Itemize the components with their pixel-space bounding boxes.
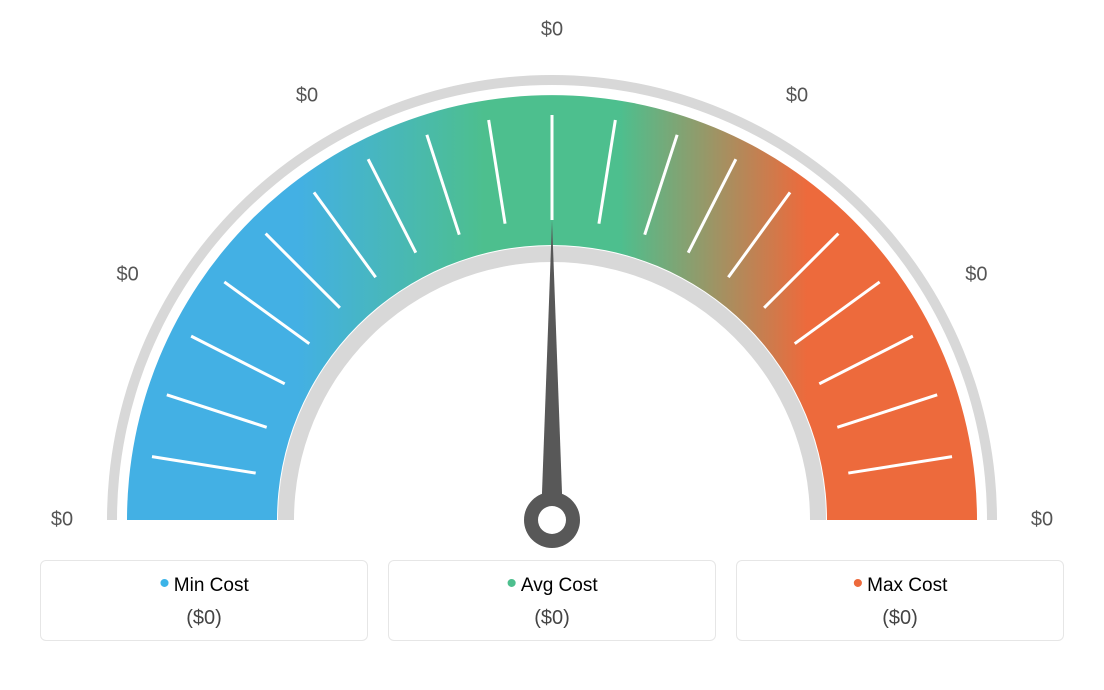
legend-value-avg: ($0) [389,607,715,630]
legend-row: •Min Cost ($0) •Avg Cost ($0) •Max Cost … [0,560,1104,641]
legend-value-max: ($0) [737,607,1063,630]
legend-value-min: ($0) [41,607,367,630]
gauge: $0 $0 $0 $0 $0 $0 $0 [0,0,1104,560]
gauge-tick-label: $0 [965,264,987,287]
legend-title-max: •Max Cost [737,575,1063,597]
legend-title-min: •Min Cost [41,575,367,597]
legend-name: Min Cost [174,575,249,596]
legend-title-avg: •Avg Cost [389,575,715,597]
gauge-tick-label: $0 [786,84,808,107]
gauge-tick-label: $0 [1031,509,1053,532]
legend-name: Max Cost [867,575,947,596]
gauge-svg [0,0,1104,560]
gauge-tick-label: $0 [117,264,139,287]
legend-card-min: •Min Cost ($0) [40,560,368,641]
cost-gauge-container: $0 $0 $0 $0 $0 $0 $0 •Min Cost ($0) •Avg Cost … [0,0,1104,690]
legend-name: Avg Cost [521,575,598,596]
legend-card-max: •Max Cost ($0) [736,560,1064,641]
gauge-tick-label: $0 [296,84,318,107]
gauge-tick-label: $0 [51,509,73,532]
gauge-tick-label: $0 [541,19,563,42]
legend-card-avg: •Avg Cost ($0) [388,560,716,641]
